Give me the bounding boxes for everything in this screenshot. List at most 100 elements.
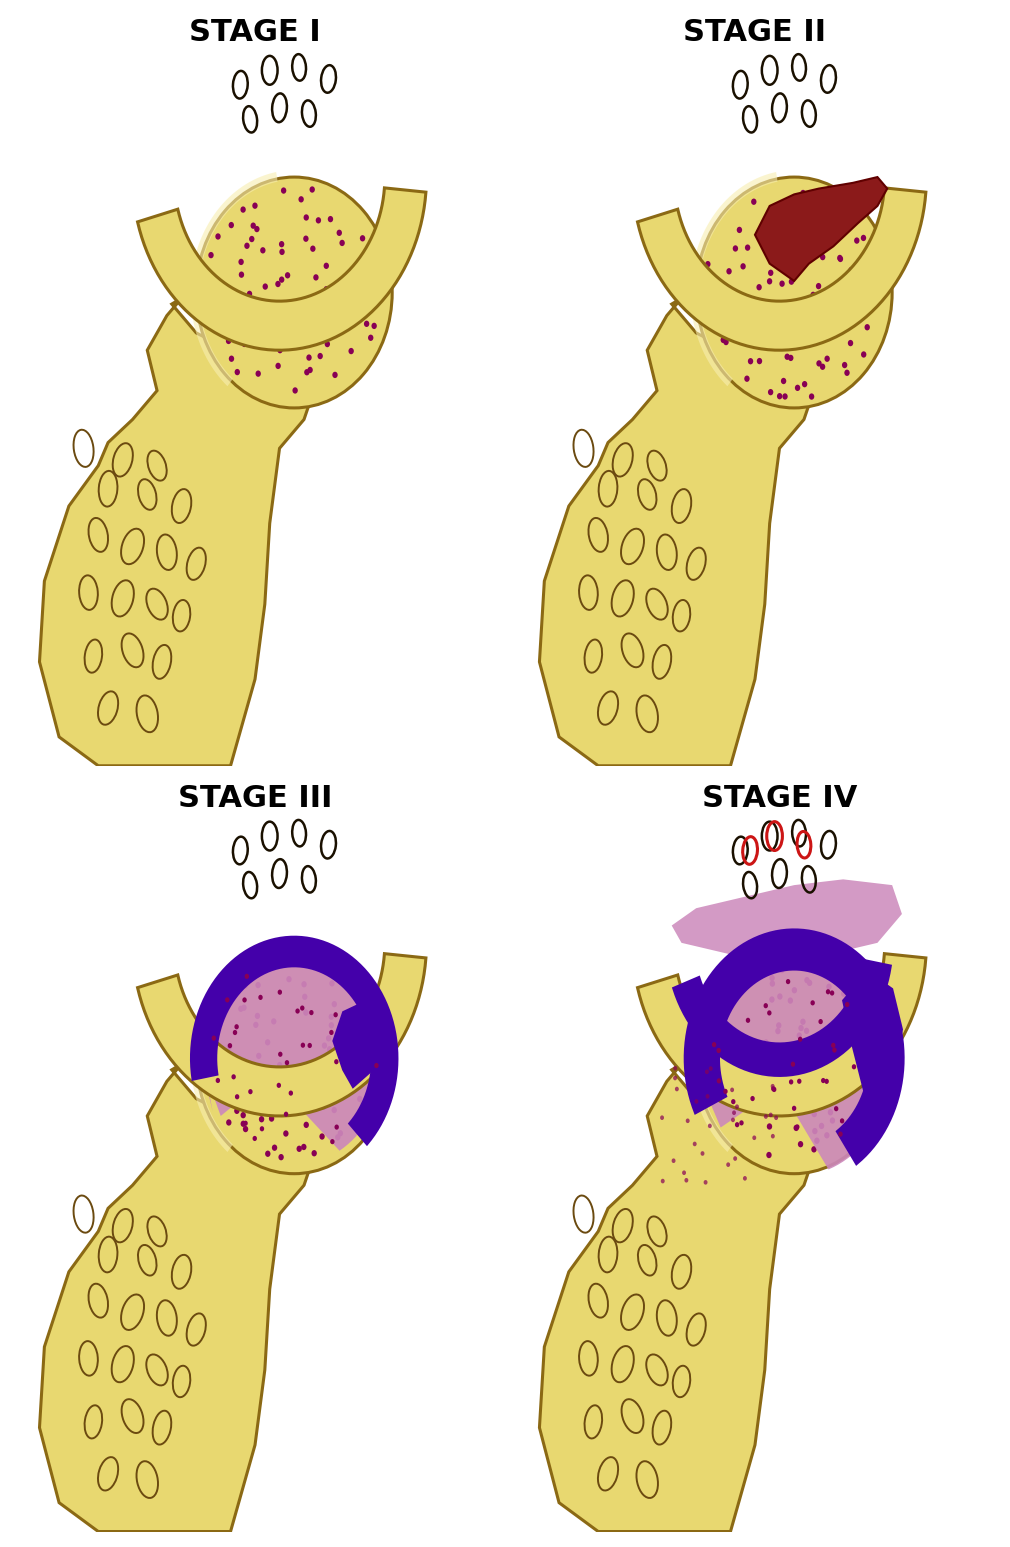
Text: STAGE IV: STAGE IV [702,784,857,814]
Circle shape [328,1023,334,1029]
Circle shape [358,1095,363,1101]
Circle shape [705,1069,709,1074]
Circle shape [244,243,249,249]
Circle shape [803,303,808,309]
Circle shape [304,215,309,221]
Circle shape [816,336,821,342]
Circle shape [735,1105,739,1109]
Polygon shape [637,953,926,1115]
Circle shape [237,323,242,330]
Circle shape [364,320,370,326]
Circle shape [693,1142,697,1146]
Circle shape [227,1043,232,1049]
Circle shape [733,1156,737,1160]
Circle shape [745,244,750,251]
Circle shape [284,1112,288,1117]
Circle shape [777,993,783,999]
Circle shape [209,1064,214,1071]
Circle shape [375,271,380,277]
Circle shape [846,1013,851,1019]
Circle shape [870,1071,875,1077]
Circle shape [723,1089,727,1094]
Circle shape [866,1084,871,1092]
Circle shape [811,1146,817,1153]
Circle shape [321,1103,326,1111]
Circle shape [764,1002,768,1009]
Circle shape [291,1086,296,1092]
Circle shape [323,286,329,292]
Circle shape [289,1091,293,1095]
Circle shape [745,1018,750,1023]
Circle shape [231,1074,235,1080]
Circle shape [798,1036,802,1041]
Circle shape [851,1064,856,1069]
Circle shape [368,263,374,269]
Circle shape [216,1078,220,1083]
Polygon shape [694,941,895,1170]
Circle shape [758,340,763,347]
Circle shape [316,217,321,223]
Circle shape [764,1114,768,1118]
Circle shape [367,274,373,280]
Circle shape [789,1078,794,1084]
Circle shape [863,305,868,311]
Circle shape [726,268,731,274]
Circle shape [358,1046,363,1052]
Circle shape [240,1120,246,1126]
Circle shape [216,292,221,299]
Circle shape [739,1120,743,1126]
Circle shape [242,982,247,989]
Circle shape [242,998,246,1002]
Circle shape [847,272,852,278]
Circle shape [375,1063,379,1067]
Circle shape [858,291,864,297]
Circle shape [319,1134,325,1140]
Circle shape [830,1117,835,1123]
Circle shape [704,1180,708,1185]
Circle shape [240,1112,245,1118]
Circle shape [743,1092,748,1098]
Circle shape [278,1052,283,1057]
Circle shape [792,1106,796,1111]
Circle shape [240,206,245,213]
Circle shape [838,1131,842,1137]
Circle shape [720,337,726,343]
Circle shape [744,376,749,382]
Polygon shape [843,972,902,1105]
Circle shape [215,317,221,325]
Circle shape [727,1030,732,1036]
Polygon shape [690,937,778,1153]
Circle shape [772,1088,777,1092]
Circle shape [798,1142,803,1148]
Circle shape [736,227,742,234]
Circle shape [768,962,773,968]
Circle shape [360,1101,366,1108]
Circle shape [215,234,221,240]
Circle shape [263,1067,268,1074]
Circle shape [770,981,775,987]
Circle shape [228,221,234,229]
Circle shape [749,1097,755,1103]
Circle shape [265,1040,271,1046]
Circle shape [285,272,290,278]
Circle shape [827,1052,832,1058]
Circle shape [249,235,255,243]
Text: STAGE III: STAGE III [178,784,332,814]
Polygon shape [137,187,426,350]
Circle shape [783,393,788,399]
Circle shape [269,1115,275,1122]
Circle shape [226,337,231,343]
Circle shape [307,367,313,373]
Circle shape [256,370,261,377]
Circle shape [780,326,785,333]
Circle shape [794,308,799,314]
Circle shape [246,291,252,297]
Polygon shape [204,951,385,1151]
Circle shape [794,1125,799,1131]
Circle shape [219,1058,225,1064]
Circle shape [768,269,774,275]
Circle shape [335,1086,340,1092]
Circle shape [297,1146,302,1153]
Circle shape [742,336,747,343]
Polygon shape [190,172,278,387]
